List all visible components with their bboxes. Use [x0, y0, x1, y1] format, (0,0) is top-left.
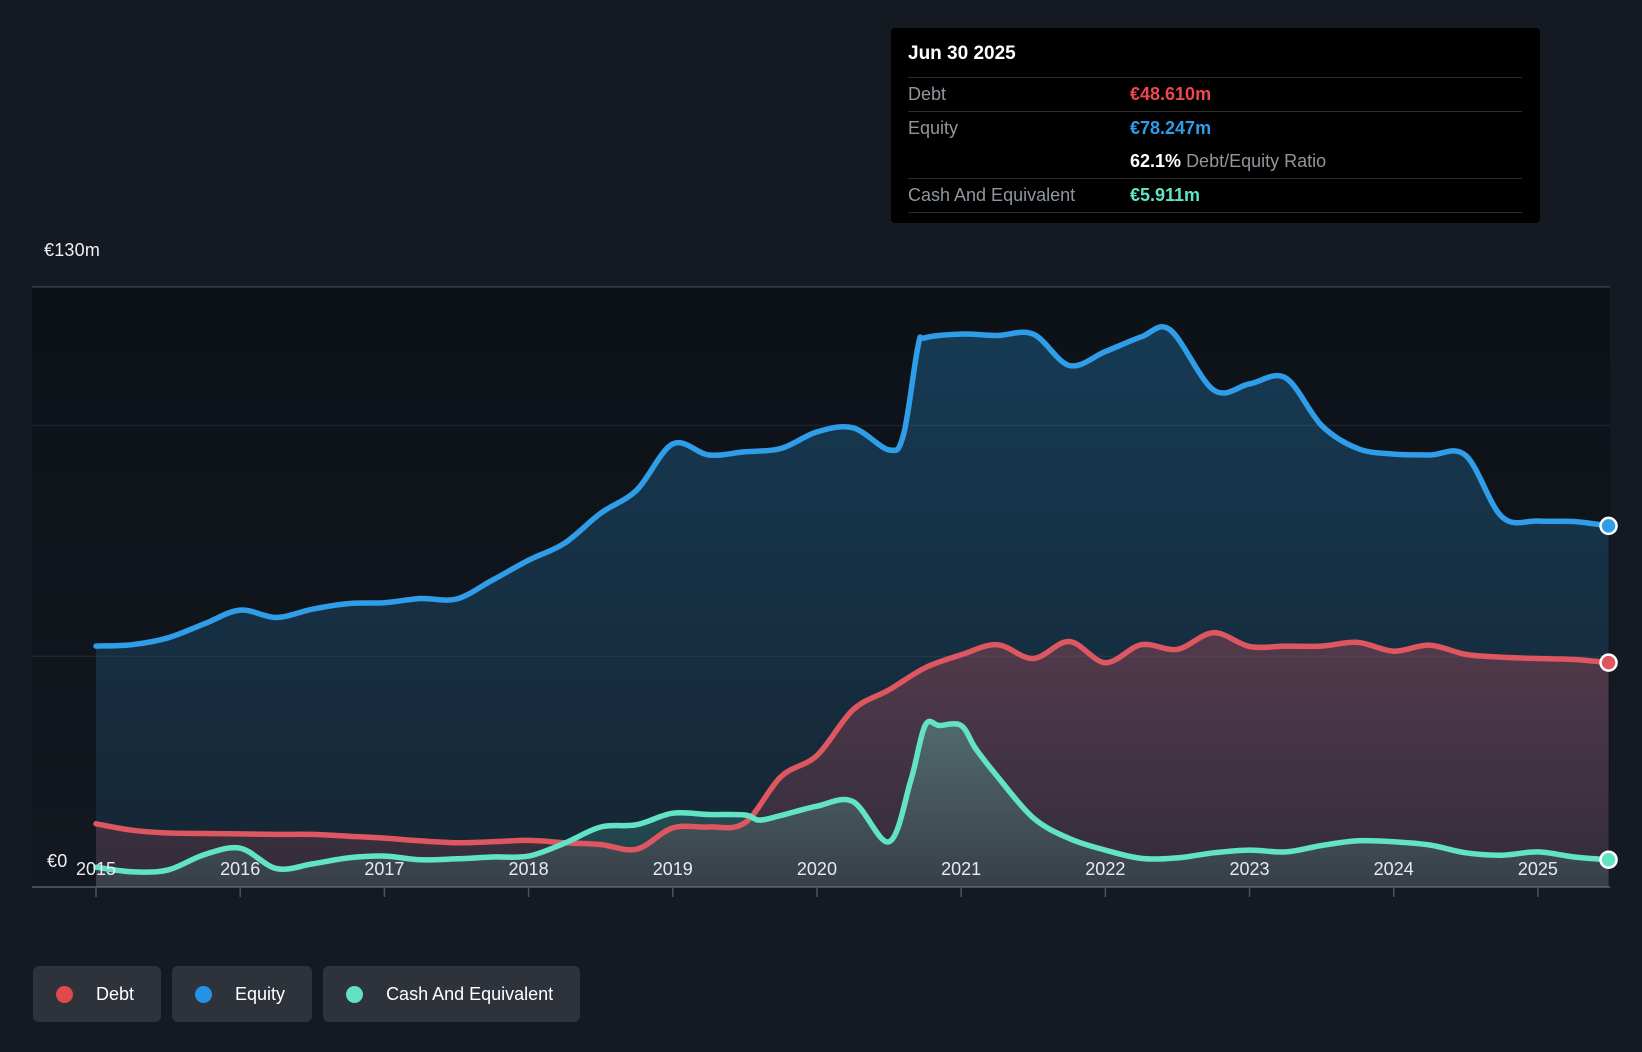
- x-axis-label-2017: 2017: [364, 859, 405, 879]
- x-axis-label-2020: 2020: [796, 859, 837, 879]
- legend-label: Equity: [235, 983, 286, 1004]
- tooltip-row-debt: Debt €48.610m: [908, 77, 1522, 111]
- legend-dot-cash-and-equivalent: [346, 985, 364, 1003]
- legend-item-equity[interactable]: Equity: [172, 966, 313, 1022]
- chart-tooltip: Jun 30 2025 Debt €48.610m Equity €78.247…: [891, 28, 1540, 223]
- x-axis-label-2023: 2023: [1229, 859, 1270, 879]
- x-axis-label-2019: 2019: [652, 859, 693, 879]
- line-debt[interactable]: [93, 629, 1612, 853]
- x-axis-label-2022: 2022: [1085, 859, 1126, 879]
- x-axis-label-2015: 2015: [75, 859, 117, 879]
- endpoint-debt[interactable]: [1599, 653, 1618, 672]
- x-axis-label-2021: 2021: [941, 859, 982, 879]
- area-debt: [96, 632, 1609, 887]
- tooltip-equity-value: €78.247m: [1130, 118, 1212, 138]
- line-equity[interactable]: [93, 324, 1612, 649]
- tooltip-cash-value: €5.911m: [1130, 185, 1201, 205]
- legend-label: Debt: [96, 983, 135, 1004]
- endpoint-equity[interactable]: [1599, 516, 1618, 536]
- tooltip-cash-label: Cash And Equivalent: [908, 185, 1076, 205]
- tooltip-date: Jun 30 2025: [908, 43, 1016, 64]
- tooltip-row-equity: Equity €78.247m: [908, 111, 1522, 145]
- y-axis-zero-label: €0: [47, 851, 68, 871]
- tooltip-ratio-label: Debt/Equity Ratio: [1186, 151, 1327, 171]
- endpoint-cash-and-equivalent[interactable]: [1599, 850, 1618, 869]
- legend-label: Cash And Equivalent: [386, 983, 554, 1004]
- x-axis-label-2025: 2025: [1517, 859, 1558, 879]
- chart-legend: Debt Equity Cash And Equivalent: [33, 966, 581, 1022]
- legend-dot-equity: [195, 985, 213, 1003]
- tooltip-debt-value: €48.610m: [1130, 84, 1212, 104]
- legend-item-debt[interactable]: Debt: [33, 966, 162, 1022]
- x-axis-label-2024: 2024: [1373, 859, 1414, 879]
- x-axis-label-2016: 2016: [220, 859, 261, 879]
- tooltip-row-cash: Cash And Equivalent €5.911m: [908, 178, 1522, 213]
- x-axis-label-2018: 2018: [508, 859, 549, 879]
- tooltip-equity-label: Equity: [908, 118, 959, 138]
- legend-dot-debt: [56, 985, 73, 1003]
- tooltip-row-ratio: 62.1% Debt/Equity Ratio: [908, 145, 1522, 178]
- line-cash-and-equivalent[interactable]: [93, 718, 1612, 875]
- y-axis-max-label: €130m: [44, 240, 101, 260]
- legend-item-cash-and-equivalent[interactable]: Cash And Equivalent: [323, 966, 581, 1022]
- tooltip-ratio-value: 62.1%: [1130, 151, 1182, 171]
- tooltip-debt-label: Debt: [908, 84, 947, 104]
